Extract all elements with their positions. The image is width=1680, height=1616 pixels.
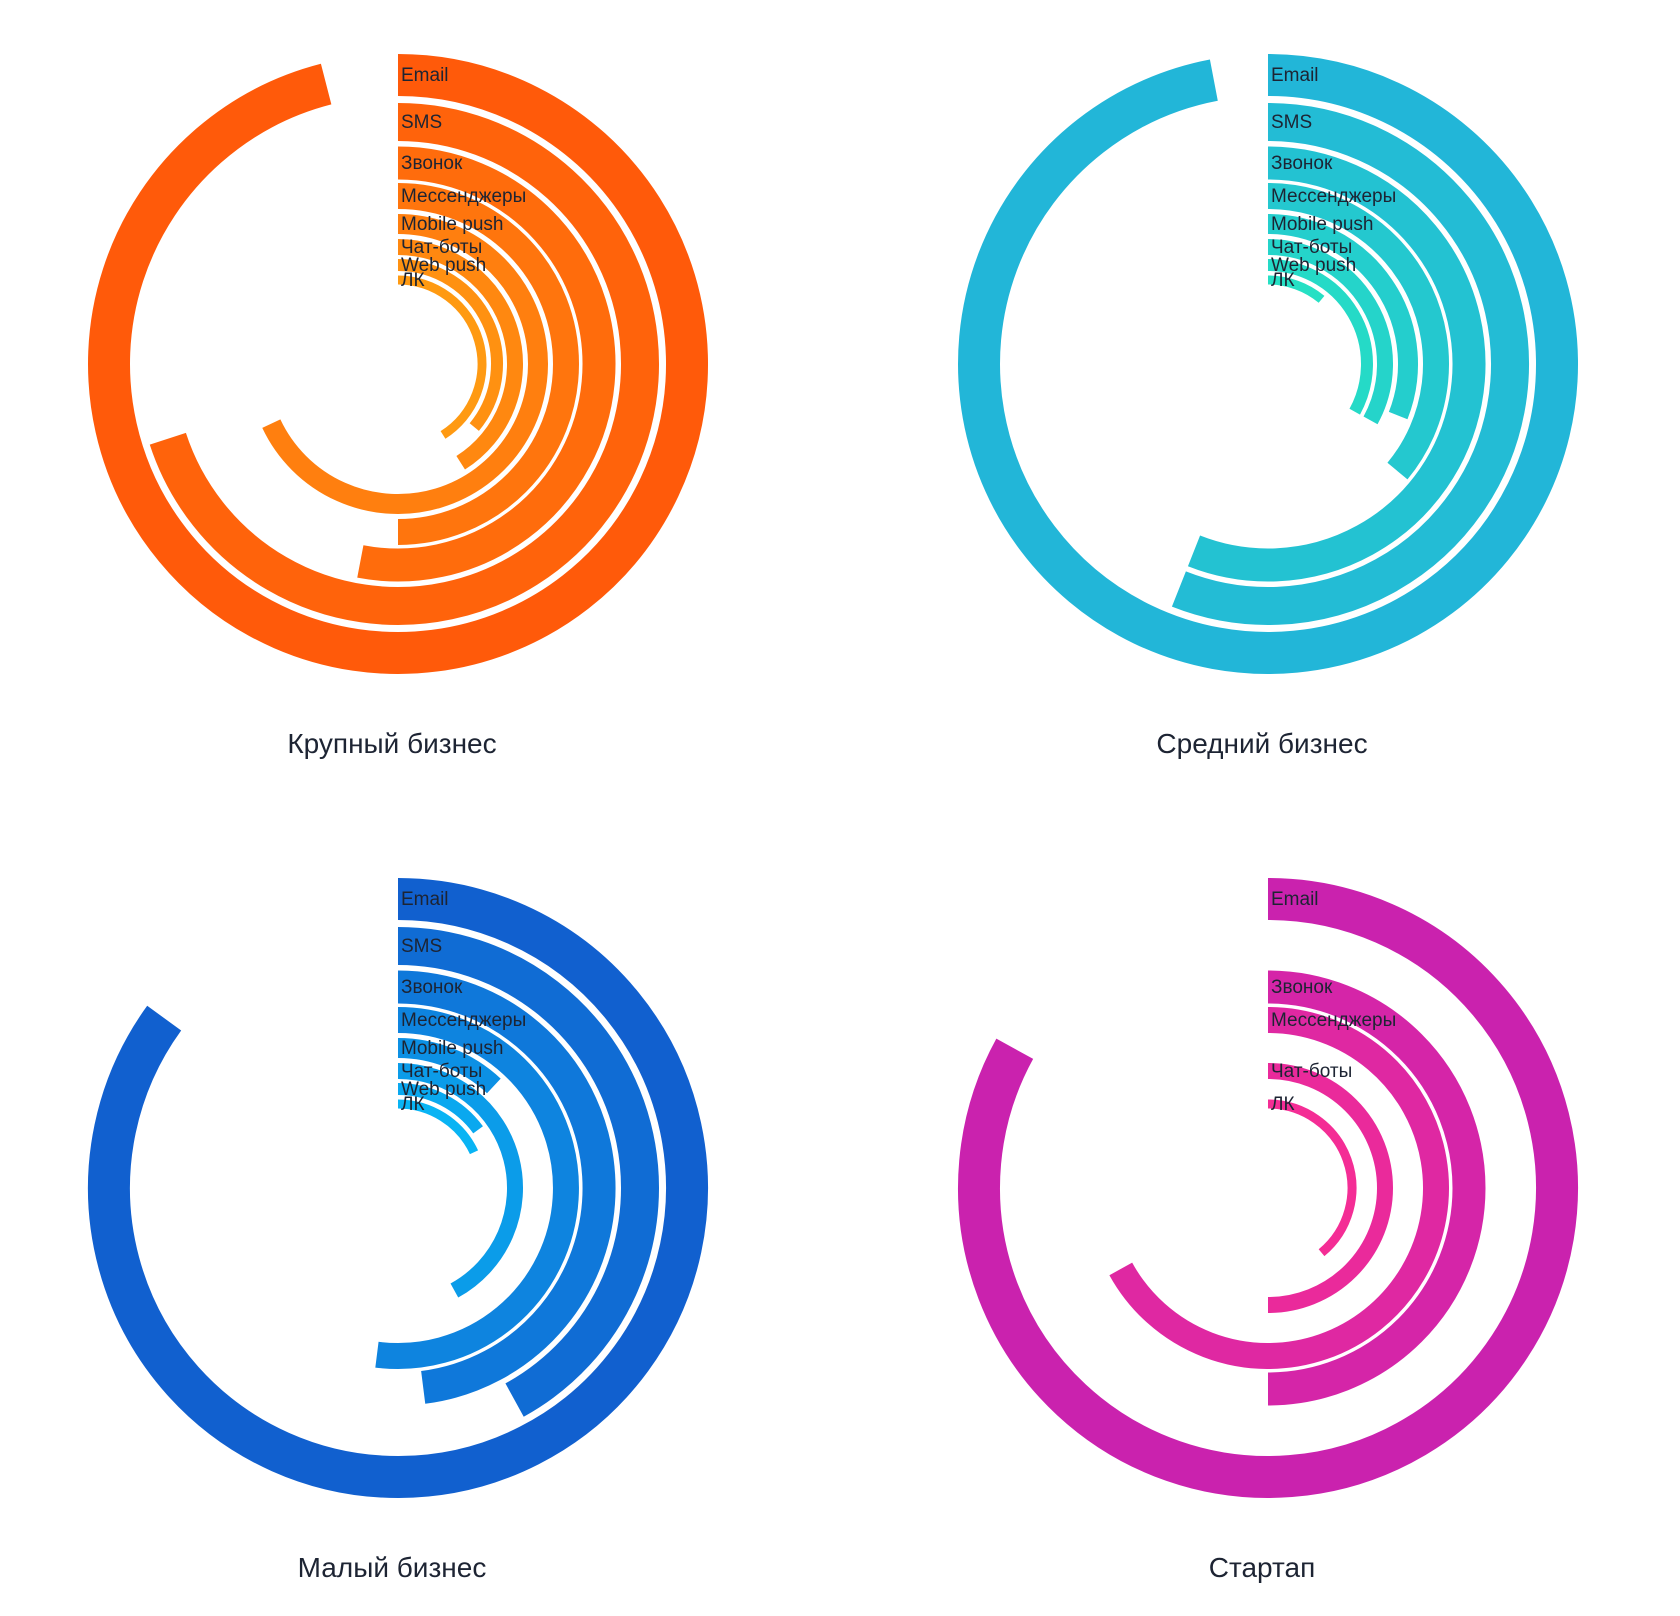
arc-bar-messengers xyxy=(1267,183,1449,480)
category-label-email: Email xyxy=(1271,889,1319,910)
category-label-web-push: Web push xyxy=(401,255,486,276)
value-label-call: 56% xyxy=(1232,156,1262,172)
value-label-messengers: 67% xyxy=(1239,1014,1262,1027)
arc-bar-call xyxy=(1187,146,1486,582)
value-label-call: 50% xyxy=(1232,980,1262,996)
value-label-web-push: 15% xyxy=(376,1085,392,1094)
arc-bar-personal-account xyxy=(397,1099,479,1155)
chart-title-small-business: Малый бизнес xyxy=(297,1552,487,1583)
chart-title-medium-business: Средний бизнес xyxy=(1156,728,1368,759)
arc-bar-mobile-push xyxy=(397,1038,501,1094)
category-label-messengers: Мессенджеры xyxy=(401,1010,526,1031)
arc-bar-call xyxy=(397,970,616,1404)
category-label-call: Звонок xyxy=(1271,977,1333,998)
category-label-chatbots: Чат-боты xyxy=(401,1061,482,1082)
value-label-mobile-push: 12% xyxy=(374,1043,392,1053)
arc-bar-mobile-push xyxy=(262,214,548,514)
value-label-messengers: 36% xyxy=(1239,190,1262,203)
category-label-web-push: Web push xyxy=(401,1079,486,1100)
arc-bar-messengers xyxy=(397,183,579,545)
value-label-call: 48% xyxy=(362,980,392,996)
value-label-email: 97% xyxy=(1226,65,1262,85)
chart-title-large-business: Крупный бизнес xyxy=(287,728,497,759)
arc-bar-sms xyxy=(1171,103,1529,625)
arc-bar-chatbots xyxy=(1267,1063,1393,1313)
arc-bar-web-push xyxy=(397,259,503,431)
radial-chart-2: 85% Email 42% SMS 48% Звонок 52% Мессенджеры 12%… xyxy=(88,878,708,1498)
category-label-personal-account: ЛК xyxy=(1271,1094,1295,1115)
chart-title-startup: Стартап xyxy=(1208,1552,1316,1583)
value-label-chatbots: 41% xyxy=(376,243,392,252)
value-label-personal-account: 41% xyxy=(376,276,392,285)
arc-bar-messengers xyxy=(375,1007,579,1369)
radial-chart-0: 96% Email 70% SMS 53% Звонок 50% Мессенджеры 68%… xyxy=(88,54,708,674)
value-label-chatbots: 42% xyxy=(376,1067,392,1076)
category-label-call: Звонок xyxy=(401,153,463,174)
category-label-sms: SMS xyxy=(401,112,442,133)
category-label-web-push: Web push xyxy=(1271,255,1356,276)
value-label-mobile-push: 68% xyxy=(374,219,392,229)
arc-bar-messengers xyxy=(1109,1007,1449,1369)
category-label-call: Звонок xyxy=(401,977,463,998)
arc-bar-chatbots xyxy=(397,1063,523,1298)
value-label-chatbots: 50% xyxy=(1246,1067,1262,1076)
category-label-messengers: Мессенджеры xyxy=(1271,186,1396,207)
arc-bar-email xyxy=(958,878,1578,1498)
category-label-personal-account: ЛК xyxy=(1271,270,1295,291)
arc-bar-sms xyxy=(397,927,659,1417)
value-label-sms: 70% xyxy=(358,113,392,132)
category-label-messengers: Мессенджеры xyxy=(1271,1010,1396,1031)
category-label-chatbots: Чат-боты xyxy=(1271,1061,1352,1082)
arc-bar-web-push xyxy=(1267,259,1373,415)
category-label-personal-account: ЛК xyxy=(401,1094,425,1115)
arc-bar-chatbots xyxy=(397,239,523,470)
arc-bar-call xyxy=(357,146,616,582)
radial-chart-3: 83% Email 50% Звонок 67% Мессенджеры 50% Чат-бо… xyxy=(958,878,1578,1498)
value-label-chatbots: 33% xyxy=(1246,243,1262,252)
category-label-sms: SMS xyxy=(401,936,442,957)
value-label-personal-account: 39% xyxy=(1246,1100,1262,1109)
category-label-messengers: Мессенджеры xyxy=(401,186,526,207)
value-label-personal-account: 11% xyxy=(1247,276,1262,285)
value-label-web-push: 36% xyxy=(376,261,392,270)
category-label-email: Email xyxy=(1271,65,1319,86)
value-label-call: 53% xyxy=(362,156,392,172)
category-label-sms: SMS xyxy=(1271,112,1312,133)
value-label-mobile-push: 31% xyxy=(1244,219,1262,229)
value-label-messengers: 50% xyxy=(369,190,392,203)
arc-bar-chatbots xyxy=(1267,239,1393,425)
category-label-mobile-push: Mobile push xyxy=(1271,214,1373,235)
arc-bar-call xyxy=(1267,970,1486,1406)
arc-bar-email xyxy=(958,54,1578,674)
category-label-email: Email xyxy=(401,889,449,910)
value-label-personal-account: 18% xyxy=(376,1100,392,1109)
radial-chart-1: 97% Email 56% SMS 56% Звонок 36% Мессенджеры 31%… xyxy=(958,54,1578,674)
arc-bar-mobile-push xyxy=(1267,214,1418,420)
arc-bar-email xyxy=(88,54,708,674)
value-label-sms: 56% xyxy=(1228,113,1262,132)
category-label-personal-account: ЛК xyxy=(401,270,425,291)
value-label-email: 85% xyxy=(356,889,392,909)
arc-bar-email xyxy=(88,878,708,1498)
arc-bar-personal-account xyxy=(1267,1099,1357,1257)
category-label-mobile-push: Mobile push xyxy=(401,1038,503,1059)
category-label-chatbots: Чат-боты xyxy=(1271,237,1352,258)
category-label-mobile-push: Mobile push xyxy=(401,214,503,235)
value-label-email: 83% xyxy=(1226,889,1262,909)
arc-bar-sms xyxy=(149,103,659,625)
category-label-chatbots: Чат-боты xyxy=(401,237,482,258)
arc-bar-personal-account xyxy=(1267,275,1325,303)
category-label-call: Звонок xyxy=(1271,153,1333,174)
value-label-messengers: 52% xyxy=(369,1014,392,1027)
value-label-sms: 42% xyxy=(358,937,392,956)
value-label-email: 96% xyxy=(356,65,392,85)
arc-bar-web-push xyxy=(397,1083,483,1134)
arc-bar-personal-account xyxy=(397,275,487,439)
category-label-email: Email xyxy=(401,65,449,86)
value-label-web-push: 33% xyxy=(1246,261,1262,270)
